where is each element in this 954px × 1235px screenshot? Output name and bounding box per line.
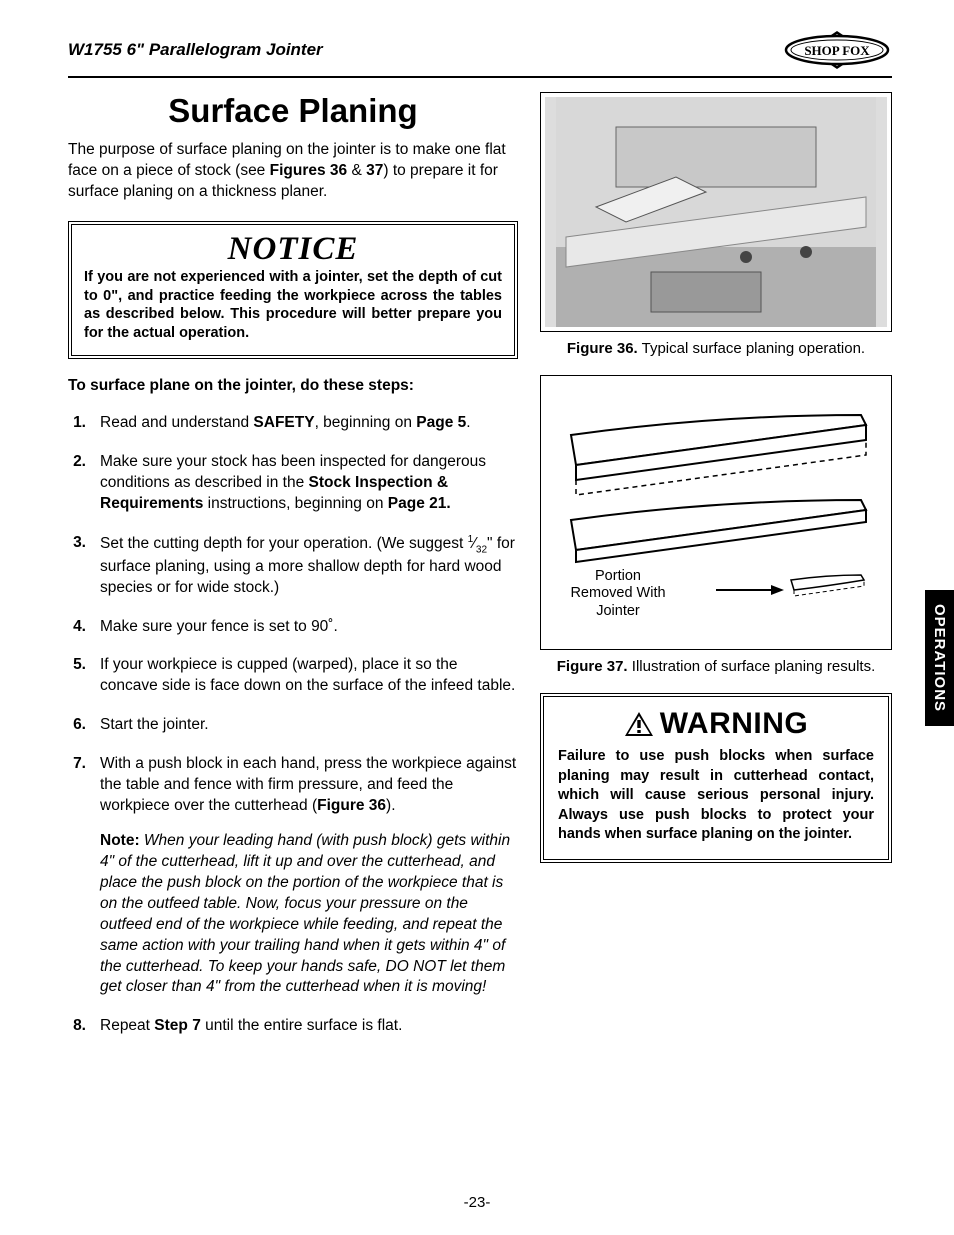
intro-paragraph: The purpose of surface planing on the jo… <box>68 140 518 203</box>
shop-fox-logo: SHOP FOX <box>782 30 892 70</box>
figure-36 <box>540 92 892 332</box>
figure-36-caption: Figure 36. Typical surface planing opera… <box>540 340 892 357</box>
header-product-title: W1755 6" Parallelogram Jointer <box>68 40 323 60</box>
page-title: Surface Planing <box>68 92 518 130</box>
step-5: 5. If your workpiece is cupped (warped),… <box>68 655 518 697</box>
section-tab-operations: OPERATIONS <box>925 590 954 726</box>
step-6: 6. Start the jointer. <box>68 715 518 736</box>
step-7: 7. With a push block in each hand, press… <box>68 754 518 998</box>
notice-body: If you are not experienced with a jointe… <box>84 268 502 343</box>
step-8: 8. Repeat Step 7 until the entire surfac… <box>68 1016 518 1037</box>
figure-37-caption: Figure 37. Illustration of surface plani… <box>540 658 892 675</box>
step-3: 3. Set the cutting depth for your operat… <box>68 533 518 599</box>
figure-37: Portion Removed With Jointer <box>540 375 892 650</box>
header-rule <box>68 76 892 78</box>
warning-body: Failure to use push blocks when surface … <box>558 747 874 845</box>
steps-intro: To surface plane on the jointer, do thes… <box>68 377 518 395</box>
page-number: -23- <box>0 1194 954 1211</box>
figure-37-diagram: Portion Removed With Jointer <box>545 380 887 645</box>
warning-icon <box>624 711 654 737</box>
step-2: 2. Make sure your stock has been inspect… <box>68 452 518 515</box>
svg-text:SHOP FOX: SHOP FOX <box>804 43 870 58</box>
notice-title: NOTICE <box>84 231 502 268</box>
figure-36-photo <box>545 97 887 327</box>
warning-title: WARNING <box>558 707 874 741</box>
steps-list: 1. Read and understand SAFETY, beginning… <box>68 413 518 1037</box>
warning-box: WARNING Failure to use push blocks when … <box>540 693 892 863</box>
step-1: 1. Read and understand SAFETY, beginning… <box>68 413 518 434</box>
figure-37-label: Portion Removed With Jointer <box>563 568 673 620</box>
step-4: 4. Make sure your fence is set to 90˚. <box>68 617 518 638</box>
notice-box: NOTICE If you are not experienced with a… <box>68 221 518 359</box>
